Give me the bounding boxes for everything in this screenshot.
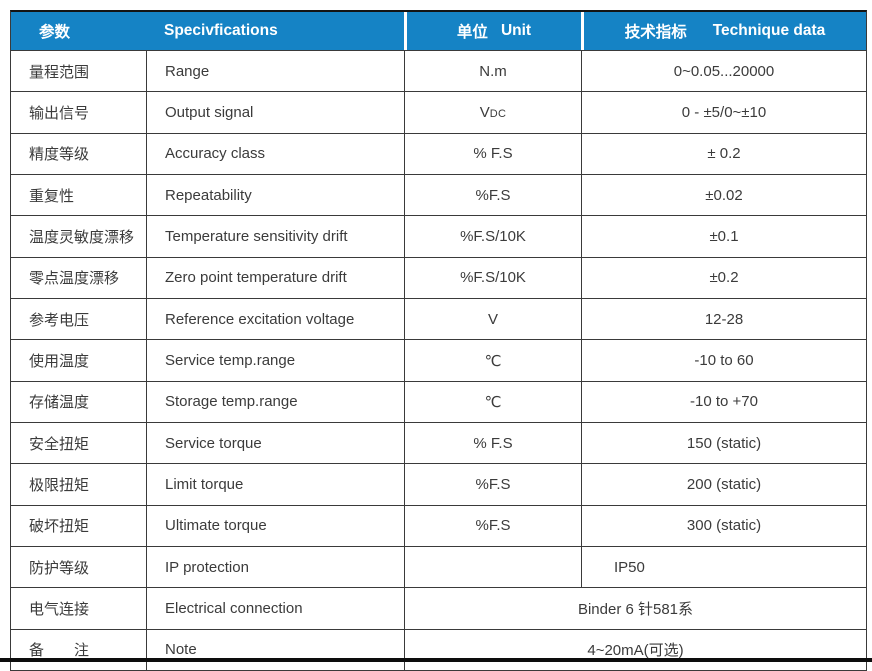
unit-cell: %F.S xyxy=(404,464,581,505)
header-param-label: 参数 xyxy=(39,24,71,41)
header-data-zh: 技术指标 xyxy=(624,24,687,41)
header-spec: Specivfications xyxy=(146,12,404,50)
unit-main: V xyxy=(479,104,490,122)
value-cell: 150 (static) xyxy=(581,423,866,464)
unit-cell: V DC xyxy=(404,92,581,133)
param-zh-cell: 零点温度漂移 xyxy=(29,270,120,288)
unit-cell: %F.S xyxy=(404,175,581,216)
unit-cell: %F.S xyxy=(404,505,581,547)
param-zh-cell: 精度等级 xyxy=(29,146,90,164)
bottom-rule xyxy=(0,658,872,662)
spec-en-cell: Output signal xyxy=(146,92,404,133)
table-row: 备 注 Note 4~20mA(可选) xyxy=(11,628,866,671)
value-cell: -10 to 60 xyxy=(581,340,866,381)
header-data-en: Technique data xyxy=(712,22,826,39)
table-row: 重复性 Repeatability %F.S ±0.02 xyxy=(11,174,866,216)
header-unit: 单位 Unit xyxy=(404,12,581,50)
value-cell: -10 to +70 xyxy=(581,381,866,423)
param-zh-cell: 极限扭矩 xyxy=(29,477,90,495)
table-row: 存储温度 Storage temp.range ℃ -10 to +70 xyxy=(11,380,866,423)
param-zh-cell: 温度灵敏度漂移 xyxy=(29,229,135,247)
value-cell-merged: Binder 6 针581系 xyxy=(404,588,866,629)
spec-en-cell: Storage temp.range xyxy=(146,381,404,423)
table-row: 温度灵敏度漂移 Temperature sensitivity drift %F… xyxy=(11,215,866,257)
header-data: 技术指标 Technique data xyxy=(581,12,866,50)
param-zh-cell: 电气连接 xyxy=(29,601,90,619)
spec-en-cell: Service temp.range xyxy=(146,340,404,381)
spec-en-cell: Note xyxy=(146,629,404,671)
param-zh-cell: 备 注 xyxy=(29,642,90,660)
header-spec-label: Specivfications xyxy=(164,22,278,39)
param-zh-cell: 量程范围 xyxy=(29,63,90,81)
spec-en-cell: Reference excitation voltage xyxy=(146,299,404,340)
value-cell: 0~0.05...20000 xyxy=(581,51,866,92)
unit-cell xyxy=(404,547,581,588)
table-row: 量程范围 Range N.m 0~0.05...20000 xyxy=(11,50,866,92)
unit-cell: ℃ xyxy=(404,381,581,423)
spec-en-cell: IP protection xyxy=(146,547,404,588)
unit-cell: %F.S/10K xyxy=(404,257,581,299)
param-zh-cell: 重复性 xyxy=(29,187,75,205)
value-cell-merged: 4~20mA(可选) xyxy=(404,629,866,671)
spec-en-cell: Zero point temperature drift xyxy=(146,257,404,299)
spec-en-cell: Accuracy class xyxy=(146,133,404,175)
value-cell: 300 (static) xyxy=(581,505,866,547)
param-zh-cell: 输出信号 xyxy=(29,105,90,123)
header-param: 参数 xyxy=(11,12,146,50)
table-row: 电气连接 Electrical connection Binder 6 针581… xyxy=(11,587,866,629)
unit-cell: ℃ xyxy=(404,340,581,381)
header-unit-en: Unit xyxy=(500,22,532,39)
unit-cell: % F.S xyxy=(404,133,581,175)
value-cell: ±0.1 xyxy=(581,216,866,257)
header-unit-zh: 单位 xyxy=(456,24,488,41)
unit-subscript: DC xyxy=(489,107,507,120)
table-row: 安全扭矩 Service torque % F.S 150 (static) xyxy=(11,422,866,464)
spec-en-cell: Repeatability xyxy=(146,175,404,216)
param-zh-cell: 安全扭矩 xyxy=(29,435,90,453)
param-zh-cell: 参考电压 xyxy=(29,311,90,329)
table-row: 输出信号 Output signal V DC 0 - ±5/0~±10 xyxy=(11,91,866,133)
unit-cell: % F.S xyxy=(404,423,581,464)
value-cell: 12-28 xyxy=(581,299,866,340)
spec-en-cell: Electrical connection xyxy=(146,588,404,629)
value-cell: 200 (static) xyxy=(581,464,866,505)
header-row: 参数 Specivfications 单位 Unit 技术指标 Techniqu… xyxy=(11,12,866,50)
spec-en-cell: Range xyxy=(146,51,404,92)
spec-en-cell: Ultimate torque xyxy=(146,505,404,547)
param-zh-cell: 使用温度 xyxy=(29,353,90,371)
value-cell: 0 - ±5/0~±10 xyxy=(581,92,866,133)
table-row: 参考电压 Reference excitation voltage V 12-2… xyxy=(11,298,866,340)
table-row: 防护等级 IP protection IP50 xyxy=(11,546,866,588)
spec-en-cell: Temperature sensitivity drift xyxy=(146,216,404,257)
value-cell: IP50 xyxy=(581,547,866,588)
table-row: 使用温度 Service temp.range ℃ -10 to 60 xyxy=(11,339,866,381)
table-row: 精度等级 Accuracy class % F.S ± 0.2 xyxy=(11,132,866,175)
unit-cell: V xyxy=(404,299,581,340)
param-zh-cell: 防护等级 xyxy=(29,559,90,577)
value-cell: ±0.2 xyxy=(581,257,866,299)
value-cell: ± 0.2 xyxy=(581,133,866,175)
unit-cell: N.m xyxy=(404,51,581,92)
param-zh-cell: 破坏扭矩 xyxy=(29,518,90,536)
table-row: 零点温度漂移 Zero point temperature drift %F.S… xyxy=(11,256,866,299)
param-zh-cell: 存储温度 xyxy=(29,394,90,412)
spec-en-cell: Limit torque xyxy=(146,464,404,505)
table-row: 破坏扭矩 Ultimate torque %F.S 300 (static) xyxy=(11,504,866,547)
spec-en-cell: Service torque xyxy=(146,423,404,464)
spec-table: 参数 Specivfications 单位 Unit 技术指标 Techniqu… xyxy=(10,10,867,671)
unit-cell: %F.S/10K xyxy=(404,216,581,257)
table-row: 极限扭矩 Limit torque %F.S 200 (static) xyxy=(11,463,866,505)
value-cell: ±0.02 xyxy=(581,175,866,216)
